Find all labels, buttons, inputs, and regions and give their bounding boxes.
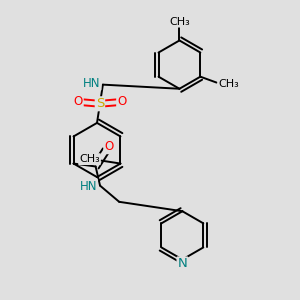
Text: HN: HN bbox=[80, 180, 97, 193]
Text: O: O bbox=[74, 95, 83, 108]
Text: O: O bbox=[117, 95, 126, 108]
Text: O: O bbox=[104, 140, 113, 153]
Text: CH₃: CH₃ bbox=[218, 79, 239, 89]
Text: HN: HN bbox=[83, 77, 100, 90]
Text: S: S bbox=[96, 97, 104, 110]
Text: CH₃: CH₃ bbox=[79, 154, 100, 164]
Text: N: N bbox=[178, 257, 187, 271]
Text: CH₃: CH₃ bbox=[169, 16, 190, 27]
